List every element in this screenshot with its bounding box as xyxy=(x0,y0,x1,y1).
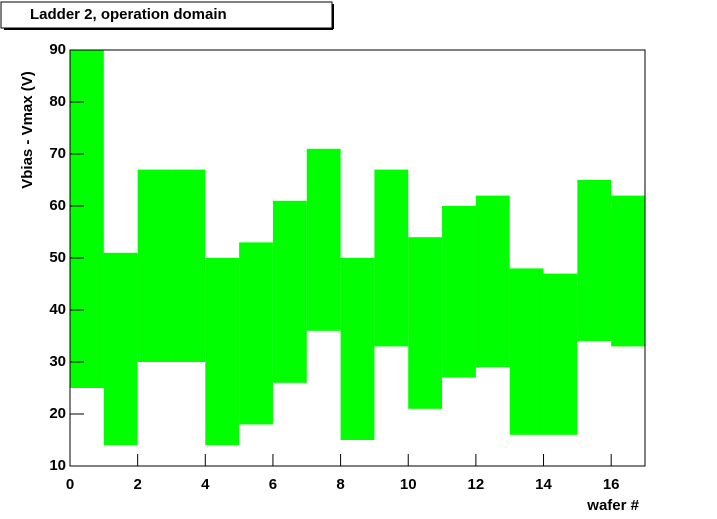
x-tick-label: 10 xyxy=(400,476,417,493)
range-bar xyxy=(475,195,510,368)
range-bar xyxy=(205,258,240,446)
x-tick-label: 6 xyxy=(269,476,277,493)
range-bar xyxy=(70,50,104,388)
range-bar xyxy=(543,273,578,435)
range-bar xyxy=(340,258,375,440)
y-tick-label: 70 xyxy=(49,145,66,162)
x-tick-label: 4 xyxy=(201,476,210,493)
range-bar xyxy=(442,206,476,378)
title-box xyxy=(0,1,333,29)
x-tick-label: 14 xyxy=(535,476,552,493)
range-bar xyxy=(239,242,273,425)
y-tick-label: 30 xyxy=(49,353,66,370)
x-tick-label: 8 xyxy=(336,476,344,493)
range-bar xyxy=(509,268,544,435)
y-tick-label: 20 xyxy=(49,405,66,422)
y-axis-label: Vbias - Vmax (V) xyxy=(19,71,36,189)
range-bar xyxy=(171,169,206,362)
y-tick-label: 90 xyxy=(49,41,66,58)
range-bar xyxy=(306,148,341,331)
range-bar xyxy=(577,180,612,342)
x-tick-label: 0 xyxy=(66,476,74,493)
x-tick-label: 2 xyxy=(133,476,141,493)
y-tick-label: 10 xyxy=(49,457,66,474)
range-bar xyxy=(408,237,443,409)
x-axis-label: wafer # xyxy=(586,497,639,514)
chart-title: Ladder 2, operation domain xyxy=(30,6,227,23)
range-bar xyxy=(137,169,172,362)
x-tick-label: 12 xyxy=(468,476,485,493)
range-bar xyxy=(611,195,645,347)
y-tick-label: 40 xyxy=(49,301,66,318)
y-tick-label: 80 xyxy=(49,93,66,110)
y-tick-label: 60 xyxy=(49,197,66,214)
range-bar xyxy=(272,200,307,383)
range-bar xyxy=(103,252,138,446)
y-tick-label: 50 xyxy=(49,249,66,266)
range-bar xyxy=(374,169,409,347)
x-tick-label: 16 xyxy=(603,476,620,493)
